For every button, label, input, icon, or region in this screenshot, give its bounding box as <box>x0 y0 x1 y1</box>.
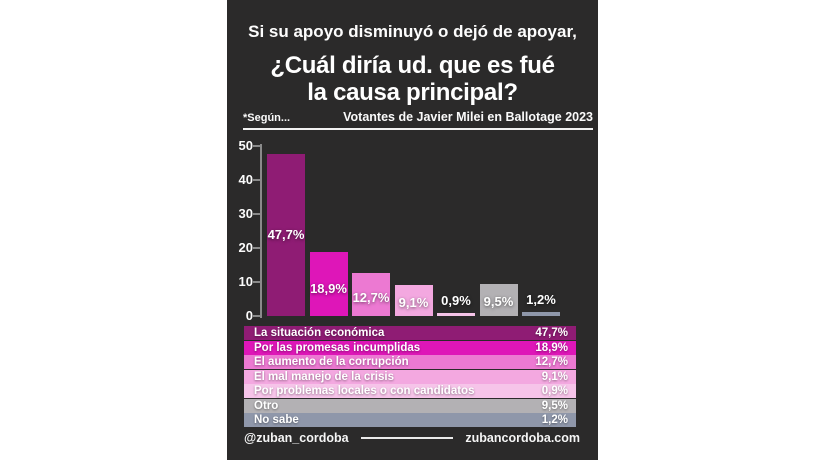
title-line1: Si su apoyo disminuyó o dejó de apoyar, <box>248 22 577 41</box>
legend-value-label: 18,9% <box>535 341 568 354</box>
legend-value-label: 1,2% <box>541 414 568 426</box>
legend-row: La situación económica 47,7% <box>244 326 576 340</box>
title-line2: ¿Cuál diría ud. que es fué <box>270 52 555 79</box>
poll-card: Si su apoyo disminuyó o dejó de apoyar, … <box>227 0 598 460</box>
legend-table: La situación económica 47,7% Por las prome… <box>244 326 576 427</box>
legend-value-label: 9,5% <box>541 399 568 412</box>
y-tick-mark <box>253 213 260 215</box>
y-tick-mark <box>253 145 260 147</box>
legend-value-label: 0,9% <box>541 385 568 397</box>
legend-category-label: Por las promesas incumplidas <box>254 341 421 354</box>
bar-value-label: 47,7% <box>267 226 305 242</box>
y-tick-label: 50 <box>238 138 253 153</box>
y-tick-label: 20 <box>238 240 253 255</box>
legend-row: Por las promesas incumplidas 18,9% <box>244 340 576 355</box>
bar-chart: 0 10 20 30 40 50 47,7% 18,9% 12,7% 9,1% 0,9% 9,5% 1,… <box>227 138 598 326</box>
bar-6 <box>479 283 518 316</box>
legend-row: El mal manejo de la crisis 9,1% <box>244 369 576 384</box>
bar-1 <box>267 153 305 316</box>
bar-7 <box>522 311 560 316</box>
subheader: *Según... Votantes de Javier Milei en Ba… <box>243 110 593 124</box>
y-tick-label: 40 <box>238 172 253 187</box>
y-tick-mark <box>253 281 260 283</box>
legend-value-label: 47,7% <box>535 327 568 339</box>
legend-row: El aumento de la corrupción 12,7% <box>244 355 576 369</box>
title-line3: la causa principal? <box>307 79 518 106</box>
bar-5 <box>437 312 475 316</box>
legend-row: Otro 9,5% <box>244 398 576 413</box>
social-handle[interactable]: @zuban_cordoba <box>244 431 349 445</box>
website-link[interactable]: zubancordoba.com <box>465 431 580 445</box>
main-title: ¿Cuál diría ud. que es fué la causa prin… <box>227 52 598 106</box>
y-axis-line <box>260 144 262 318</box>
bar-value-label: 9,1% <box>398 295 429 310</box>
bar-3 <box>352 272 390 316</box>
bar-value-label: 0,9% <box>441 292 471 308</box>
footer-divider <box>360 437 454 439</box>
legend-value-label: 9,1% <box>541 370 568 383</box>
legend-category-label: No sabe <box>254 414 299 426</box>
footnote-label: *Según... <box>243 112 291 124</box>
bar-value-label: 12,7% <box>352 289 390 305</box>
bar-2 <box>309 251 348 316</box>
legend-category-label: Otro <box>254 399 279 412</box>
y-tick-mark <box>253 315 260 317</box>
legend-value-label: 12,7% <box>535 356 568 368</box>
bar-4 <box>394 285 433 316</box>
y-tick-mark <box>253 179 260 181</box>
legend-category-label: Por problemas locales o con candidatos <box>254 385 475 397</box>
legend-row: No sabe 1,2% <box>244 413 576 427</box>
y-tick-label: 30 <box>238 206 253 221</box>
y-tick-label: 0 <box>245 308 253 323</box>
y-tick-label: 10 <box>238 274 253 289</box>
y-tick-mark <box>253 247 260 249</box>
legend-category-label: El mal manejo de la crisis <box>254 370 394 383</box>
legend-category-label: La situación económica <box>254 327 385 339</box>
bar-value-label: 18,9% <box>310 281 347 296</box>
bar-value-label: 9,5% <box>483 294 514 310</box>
legend-row: Por problemas locales o con candidatos 0,… <box>244 384 576 398</box>
bar-value-label: 1,2% <box>526 291 556 307</box>
sample-label: Votantes de Javier Milei en Ballotage 20… <box>343 110 593 124</box>
legend-category-label: El aumento de la corrupción <box>254 356 409 368</box>
footer: @zuban_cordoba zubancordoba.com <box>244 431 580 445</box>
header-divider <box>243 128 593 130</box>
